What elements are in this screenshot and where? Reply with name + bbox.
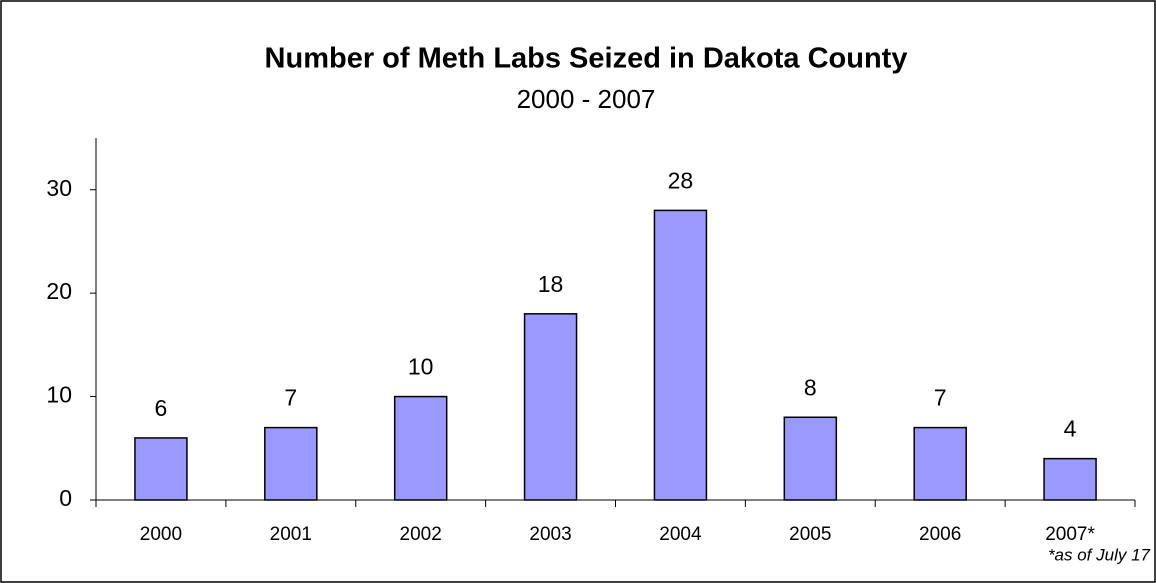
x-tick-label: 2004: [659, 524, 702, 545]
x-tick-label: 2007*: [1045, 524, 1095, 545]
bar: [913, 426, 967, 501]
bar: [523, 313, 578, 501]
bar: [134, 437, 188, 501]
chart-subtitle: 2000 - 2007: [517, 84, 656, 114]
data-label: 4: [1064, 416, 1077, 442]
x-tick-label: 2001: [270, 524, 312, 545]
x-tick-label: 2006: [919, 524, 961, 545]
bar: [393, 395, 448, 501]
x-tick-label: 2005: [789, 524, 831, 545]
data-label: 28: [668, 167, 694, 193]
data-label: 7: [284, 385, 297, 411]
bar: [1043, 457, 1097, 501]
x-tick-label: 2002: [400, 524, 442, 545]
y-tick-label: 20: [46, 278, 72, 304]
annotation: *as of July 17: [1048, 545, 1151, 564]
bar: [264, 426, 318, 501]
data-label: 6: [155, 395, 168, 421]
y-tick-label: 10: [46, 382, 72, 408]
x-tick-label: 2003: [529, 524, 571, 545]
chart-title: Number of Meth Labs Seized in Dakota Cou…: [265, 43, 908, 75]
data-label: 18: [538, 271, 564, 297]
bar: [783, 416, 838, 501]
data-label: 8: [804, 374, 817, 400]
y-tick-label: 30: [46, 175, 72, 201]
data-label: 7: [934, 385, 947, 411]
data-label: 10: [408, 354, 434, 380]
x-tick-label: 2000: [140, 524, 182, 545]
bar: [653, 209, 708, 501]
y-tick-label: 0: [59, 485, 72, 511]
